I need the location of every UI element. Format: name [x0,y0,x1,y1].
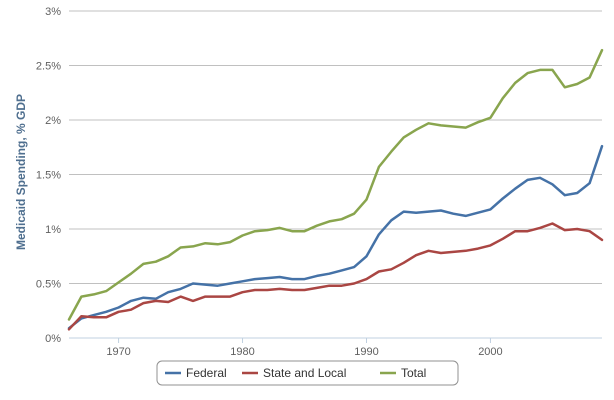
x-tick-label: 1990 [354,346,378,358]
x-tick-label: 1970 [106,346,130,358]
x-tick-label: 1980 [230,346,254,358]
legend-item-total[interactable]: Total [380,366,426,380]
legend-item-federal[interactable]: Federal [165,366,227,380]
y-tick-label: 1% [45,224,61,236]
legend-label: Federal [186,366,227,380]
legend-box [156,360,459,386]
legend-label: Total [401,366,426,380]
legend: Federal State and Local Total [156,360,459,386]
grid-lines [69,10,602,339]
series-lines [67,48,604,331]
series-line-total [67,48,604,321]
legend-label: State and Local [263,366,346,380]
y-tick-label: 2.5% [36,61,61,73]
y-tick-label: 3% [45,6,61,18]
legend-item-state-and-local[interactable]: State and Local [242,366,346,380]
series-line-state-and-local [67,222,604,331]
series-line-federal [67,144,604,330]
y-tick-label: 0% [45,333,61,345]
y-tick-label: 0.5% [36,279,61,291]
axes: 0% 0.5% 1% 1.5% 2% 2.5% 3% 1970 1980 1990 2000 [36,6,602,358]
y-tick-label: 1.5% [36,170,61,182]
x-tick-label: 2000 [478,346,502,358]
y-axis-title: Medicaid Spending, % GDP [14,94,28,250]
y-tick-label: 2% [45,115,61,127]
